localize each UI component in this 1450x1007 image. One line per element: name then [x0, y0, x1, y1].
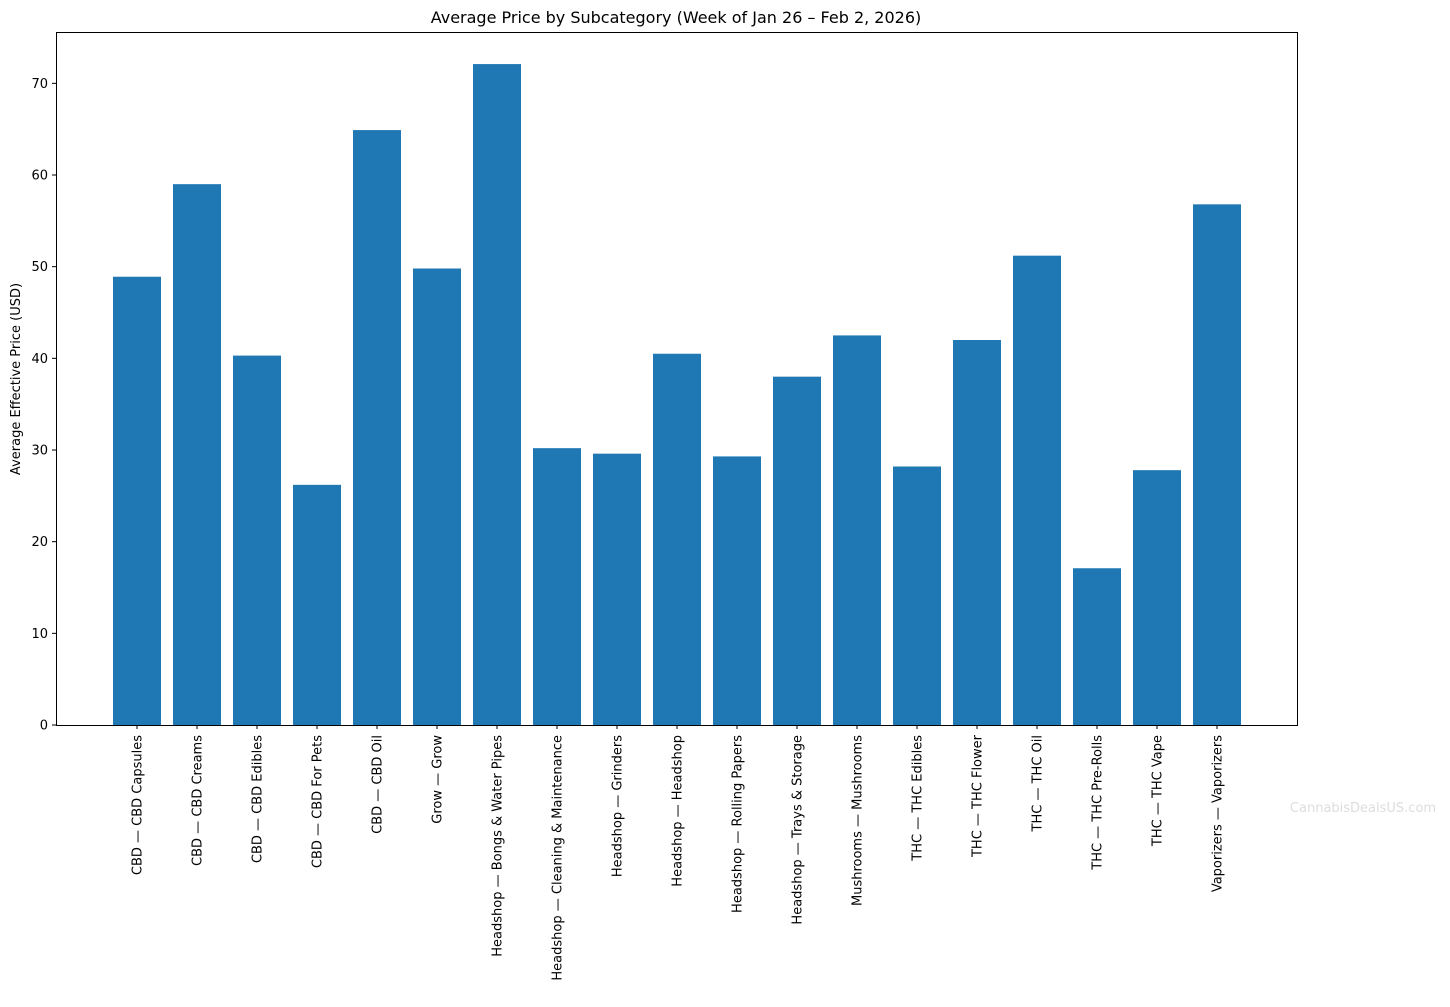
x-tick-label: CBD — CBD Oil — [371, 735, 386, 834]
x-tick-label: Vaporizers — Vaporizers — [1211, 735, 1226, 892]
watermark: CannabisDealsUS.com — [1290, 801, 1436, 816]
bar — [953, 340, 1001, 725]
x-tick-label: THC — THC Oil — [1031, 735, 1046, 832]
bar — [173, 184, 221, 725]
bar — [1073, 568, 1121, 725]
bar — [353, 130, 401, 726]
y-tick-label: 40 — [31, 352, 48, 367]
y-axis-ticks: 0 10 20 30 40 50 60 70 — [31, 77, 56, 734]
y-axis-title: Average Effective Price (USD) — [9, 283, 24, 475]
x-tick-label: Headshop — Trays & Storage — [791, 735, 806, 925]
x-tick-label: THC — THC Vape — [1151, 735, 1166, 847]
x-tick-label: Headshop — Headshop — [671, 735, 686, 887]
chart-title: Average Price by Subcategory (Week of Ja… — [431, 8, 922, 27]
x-tick-label: THC — THC Edibles — [911, 735, 926, 862]
y-tick-label: 30 — [31, 444, 48, 459]
x-tick-label: CBD — CBD Creams — [191, 735, 206, 866]
y-tick-label: 50 — [31, 260, 48, 275]
x-tick-label: CBD — CBD For Pets — [311, 735, 326, 868]
plot-frame — [56, 32, 1298, 726]
x-tick-label: Headshop — Cleaning & Maintenance — [551, 735, 566, 981]
y-tick-label: 60 — [31, 169, 48, 184]
bar — [113, 276, 161, 725]
y-tick-label: 20 — [31, 535, 48, 550]
y-tick-label: 70 — [31, 77, 48, 92]
bar — [713, 456, 761, 725]
bar — [893, 466, 941, 725]
x-tick-label: CBD — CBD Capsules — [131, 735, 146, 875]
x-tick-label: Headshop — Grinders — [611, 735, 626, 877]
bar — [473, 64, 521, 726]
bars-group — [113, 64, 1241, 726]
bar — [533, 448, 581, 725]
x-tick-label: THC — THC Pre-Rolls — [1091, 735, 1106, 871]
x-axis-ticks: CBD — CBD Capsules CBD — CBD Creams CBD — … — [131, 725, 1226, 981]
bar — [1013, 255, 1061, 725]
x-tick-label: Mushrooms — Mushrooms — [851, 735, 866, 906]
bar — [833, 335, 881, 725]
x-tick-label: Headshop — Bongs & Water Pipes — [491, 735, 506, 957]
x-tick-label: Headshop — Rolling Papers — [731, 735, 746, 913]
bar — [773, 376, 821, 725]
bar — [653, 353, 701, 725]
x-tick-label: Grow — Grow — [431, 735, 446, 824]
bar — [1133, 470, 1181, 725]
x-tick-label: CBD — CBD Edibles — [251, 735, 266, 863]
bar — [233, 355, 281, 725]
y-tick-label: 0 — [40, 719, 48, 734]
bar — [293, 484, 341, 725]
bar — [593, 453, 641, 725]
bar — [1193, 204, 1241, 726]
bar — [413, 268, 461, 725]
y-tick-label: 10 — [31, 627, 48, 642]
x-tick-label: THC — THC Flower — [971, 734, 986, 858]
